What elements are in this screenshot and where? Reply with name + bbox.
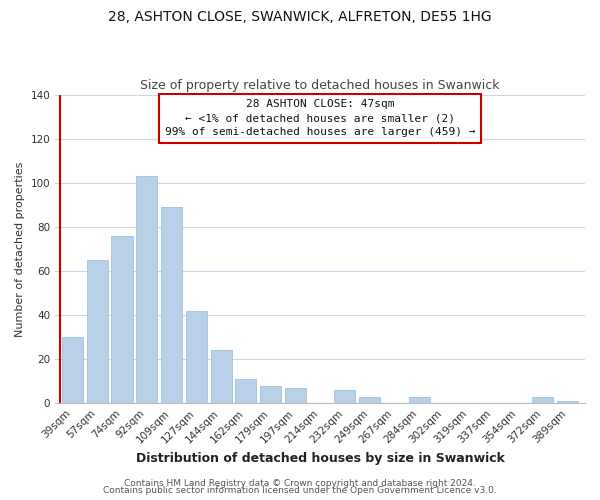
Bar [211, 350, 232, 404]
Text: Contains public sector information licensed under the Open Government Licence v3: Contains public sector information licen… [103, 486, 497, 495]
Bar [260, 386, 281, 404]
Bar [285, 388, 306, 404]
Bar [334, 390, 355, 404]
Text: Contains HM Land Registry data © Crown copyright and database right 2024.: Contains HM Land Registry data © Crown c… [124, 478, 476, 488]
Title: Size of property relative to detached houses in Swanwick: Size of property relative to detached ho… [140, 79, 500, 92]
Bar [557, 401, 578, 404]
Bar [87, 260, 108, 404]
Y-axis label: Number of detached properties: Number of detached properties [15, 162, 25, 336]
Bar [409, 396, 430, 404]
X-axis label: Distribution of detached houses by size in Swanwick: Distribution of detached houses by size … [136, 452, 505, 465]
Bar [532, 396, 553, 404]
Bar [62, 337, 83, 404]
Bar [161, 207, 182, 404]
Bar [235, 379, 256, 404]
Text: 28 ASHTON CLOSE: 47sqm
← <1% of detached houses are smaller (2)
99% of semi-deta: 28 ASHTON CLOSE: 47sqm ← <1% of detached… [165, 99, 475, 137]
Bar [359, 396, 380, 404]
Bar [136, 176, 157, 404]
Bar [112, 236, 133, 404]
Bar [186, 310, 207, 404]
Text: 28, ASHTON CLOSE, SWANWICK, ALFRETON, DE55 1HG: 28, ASHTON CLOSE, SWANWICK, ALFRETON, DE… [108, 10, 492, 24]
